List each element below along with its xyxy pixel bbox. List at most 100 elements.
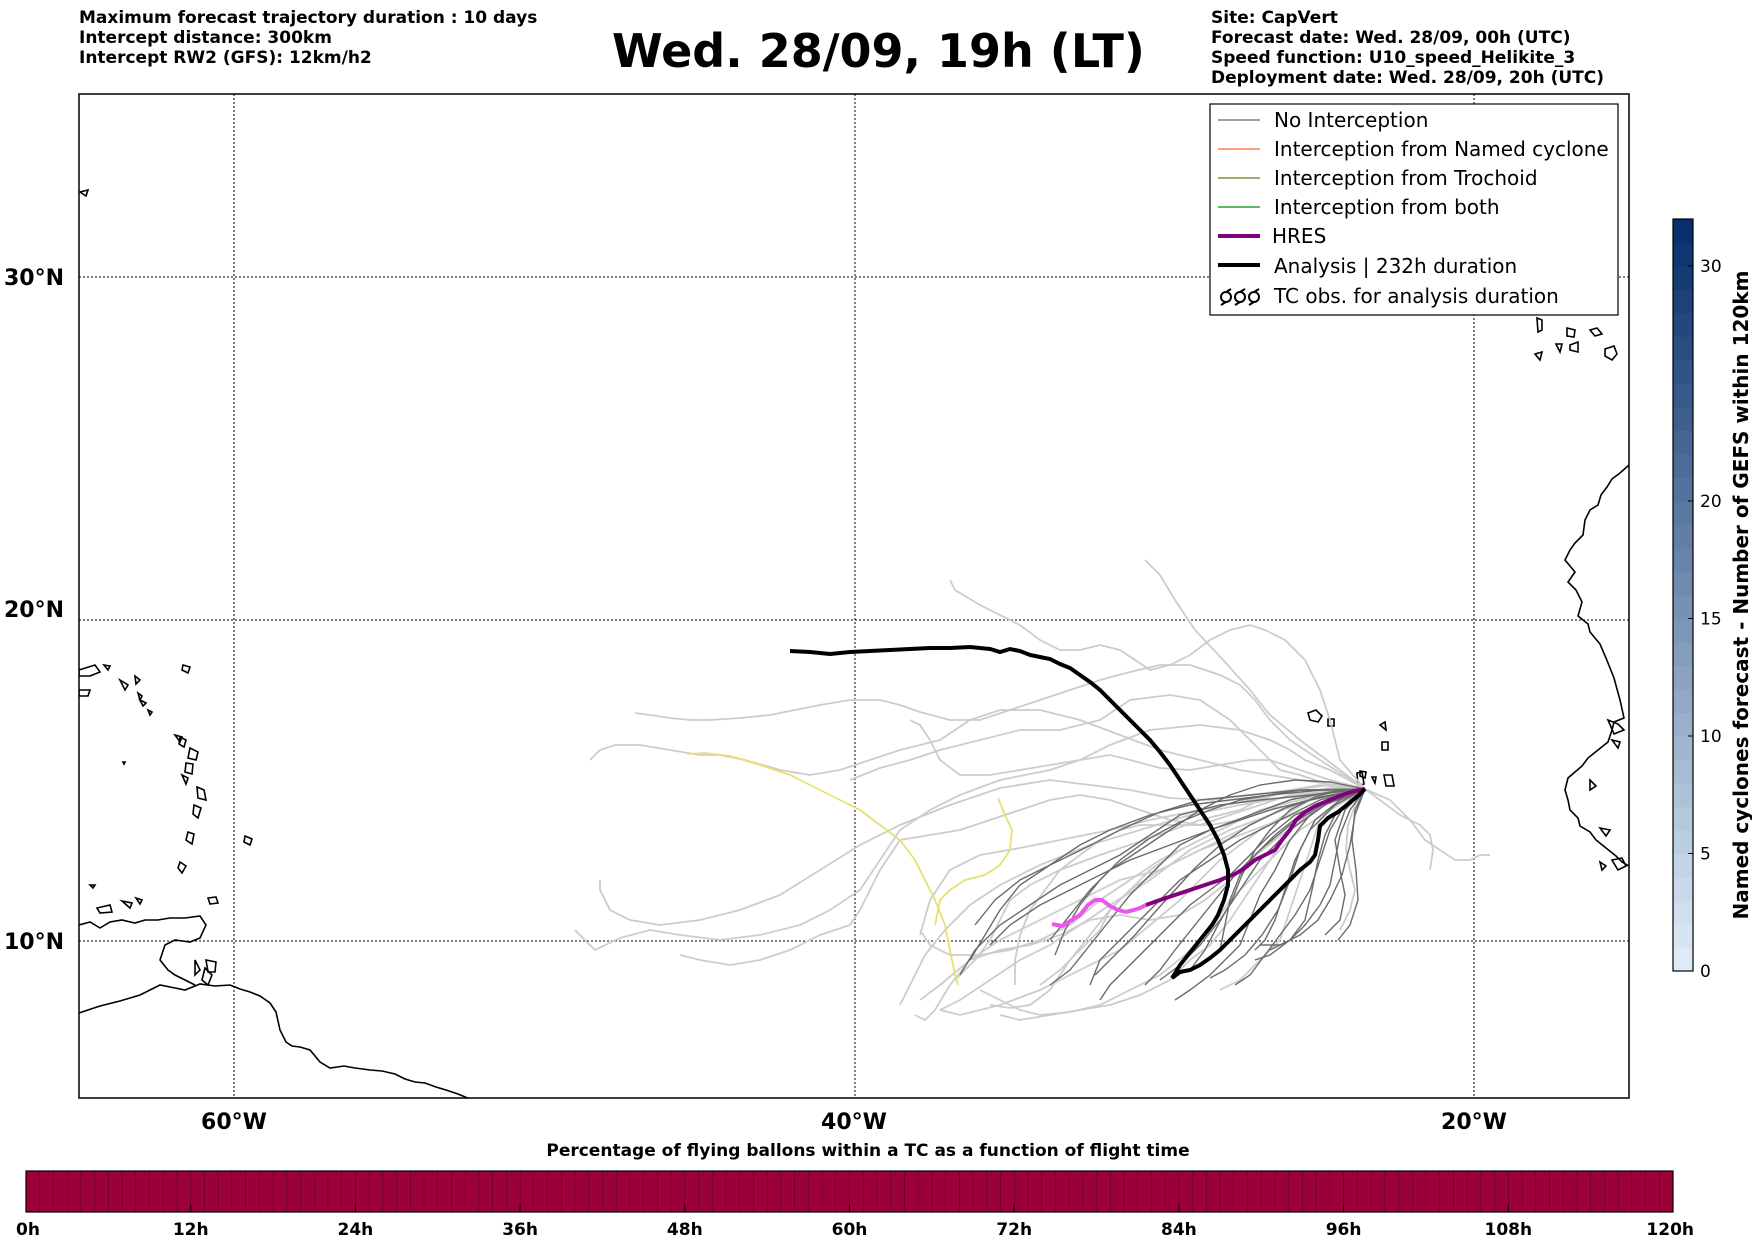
venezuela-coast: [79, 915, 207, 986]
cape-verde-3: [1378, 720, 1388, 732]
yellow-track: [686, 752, 1013, 986]
antilles-3: [187, 746, 199, 761]
longitude-labels: 60°W 40°W 20°W: [201, 1110, 1507, 1135]
antilles-7: [185, 830, 195, 846]
forecast-date-text: Forecast date: Wed. 28/09, 00h (UTC): [1211, 28, 1571, 48]
map-border: [78, 93, 1630, 1099]
antilles-9: [138, 698, 154, 717]
colorbar-tick-label: 20: [1700, 492, 1722, 512]
dark-track-3: [1099, 788, 1366, 1001]
dark-track-23: [1337, 788, 1366, 941]
bijagos: [1598, 857, 1628, 872]
analysis-track: [789, 644, 1367, 980]
flight-time-tick-label: 0h: [16, 1220, 40, 1240]
dark-track-8: [959, 788, 1366, 976]
flight-time-tick-label: 120h: [1646, 1220, 1694, 1240]
no-interception-light-tracks: [574, 559, 1490, 1022]
legend-label-trochoid: Interception from Trochoid: [1274, 166, 1538, 190]
light-track-25: [589, 709, 1366, 790]
canary-2: [1566, 326, 1576, 338]
virgin-islands: [102, 663, 142, 686]
light-track-14: [1364, 788, 1490, 861]
colorbar-cell: [1673, 830, 1693, 854]
flight-time-colorbar-dividers: [39, 1171, 1660, 1212]
light-track-21: [909, 719, 1366, 790]
dark-track-14: [1209, 788, 1366, 979]
colorbar-cell: [1673, 336, 1693, 361]
dark-track-5: [1254, 788, 1366, 951]
colorbar-tick-label: 15: [1700, 610, 1722, 630]
tobago: [206, 896, 220, 905]
africa-detail-2: [1589, 778, 1612, 838]
colorbar-cell: [1673, 618, 1693, 643]
dark-track-7: [1324, 788, 1366, 936]
antilles-8: [177, 860, 188, 875]
light-track-8: [574, 724, 1366, 952]
colorbar-cell: [1673, 407, 1693, 431]
light-track-23: [899, 788, 1366, 1006]
cape-verde-2: [1327, 718, 1335, 727]
africa-detail-1: [1606, 718, 1626, 750]
lon-label: 60°W: [201, 1110, 267, 1135]
canary-3: [1588, 327, 1604, 337]
colorbar-cell: [1673, 430, 1693, 455]
light-track-16: [679, 787, 1366, 966]
light-track-6: [919, 788, 1366, 936]
colorbar-cell: [1673, 501, 1693, 525]
colorbar-cell: [1673, 383, 1693, 408]
colorbar-cell: [1673, 595, 1693, 619]
dark-track-22: [1144, 788, 1366, 986]
dark-track-1: [989, 788, 1366, 946]
south-america-coast: [79, 983, 470, 1098]
cape-verde-4: [1381, 741, 1389, 751]
hres-track-light: [1051, 898, 1147, 929]
site-text: Site: CapVert: [1211, 8, 1338, 28]
light-track-12: [1339, 788, 1366, 931]
flight-time-tick-label: 36h: [502, 1220, 538, 1240]
colorbar-cell: [1673, 360, 1693, 384]
colorbar-tick-label: 30: [1700, 257, 1722, 277]
colorbar-cell: [1673, 877, 1693, 901]
colorbar-cell: [1673, 219, 1693, 243]
cape-verde-7: [1370, 776, 1377, 786]
dark-track-6: [1269, 788, 1366, 951]
flight-time-tick-label: 48h: [667, 1220, 703, 1240]
colorbar-cell: [1673, 665, 1693, 690]
colorbar-tick-label: 5: [1700, 845, 1711, 865]
colorbar-cell: [1673, 454, 1693, 478]
flight-time-tick-label: 72h: [996, 1220, 1032, 1240]
colorbar-cell: [1673, 853, 1693, 878]
martinique: [180, 773, 189, 787]
dark-track-20: [974, 788, 1366, 926]
guadeloupe: [173, 733, 184, 744]
canary-1: [1536, 316, 1543, 334]
cyclone-colorbar-border: [1672, 218, 1694, 972]
flight-time-tick-label: 60h: [832, 1220, 868, 1240]
colorbar-cell: [1673, 242, 1693, 267]
colorbar-cell: [1673, 783, 1693, 807]
dark-track-16: [1234, 788, 1366, 986]
flight-time-tick-label: 12h: [173, 1220, 209, 1240]
colorbar-cell: [1673, 900, 1693, 925]
lon-label: 40°W: [821, 1110, 887, 1135]
page-title: Wed. 28/09, 19h (LT): [612, 24, 1145, 78]
colorbar-cell: [1673, 524, 1693, 549]
tc-symbol-icon: [1220, 288, 1260, 306]
flight-time-tick-label: 84h: [1161, 1220, 1197, 1240]
forecast-settings: Maximum forecast trajectory duration : 1…: [79, 8, 537, 68]
light-track-26: [634, 664, 1366, 790]
latitude-labels: 30°N 20°N 10°N: [4, 266, 64, 955]
africa-coast: [1564, 464, 1629, 867]
canary-7: [1604, 344, 1618, 362]
intercept-rw2-text: Intercept RW2 (GFS): 12km/h2: [79, 48, 372, 68]
colorbar-cell: [1673, 736, 1693, 760]
max-duration-text: Maximum forecast trajectory duration : 1…: [79, 8, 538, 28]
antilles-6: [192, 803, 202, 820]
cyclone-colorbar-cells: [1673, 219, 1693, 972]
antilles-5: [196, 785, 208, 802]
canary-5: [1554, 343, 1564, 355]
light-track-13: [1364, 788, 1434, 871]
cyclone-colorbar: 0 5 10 15 20 30 Named cyclones forecast - Num…: [1672, 218, 1752, 982]
flight-time-tick-label: 24h: [338, 1220, 374, 1240]
lat-label: 30°N: [4, 266, 64, 291]
